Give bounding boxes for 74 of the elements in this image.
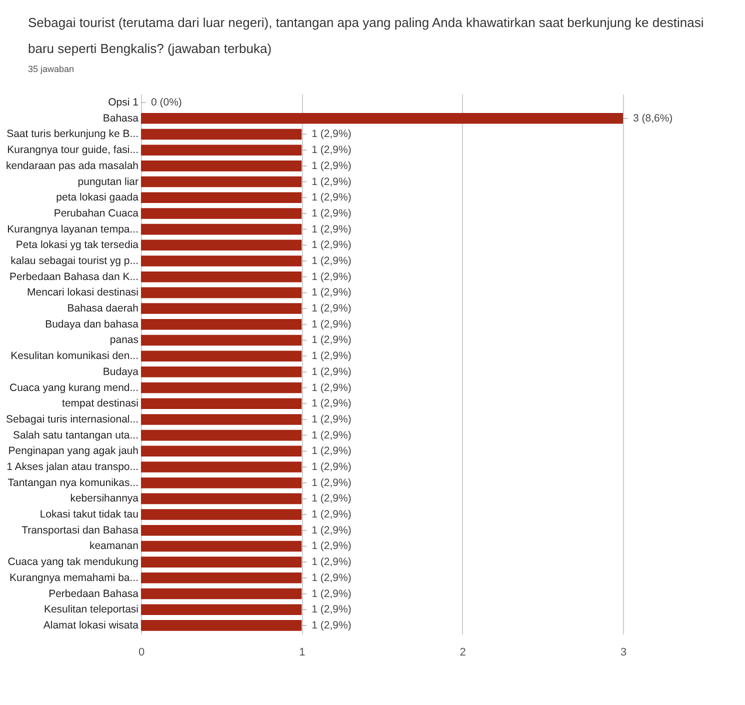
- data-label: 1 (2,9%): [312, 128, 352, 140]
- y-tick-label: keamanan: [89, 540, 139, 552]
- y-tick-label: Bahasa daerah: [67, 302, 139, 315]
- y-tick-label: Sebagai turis internasional...: [6, 413, 138, 426]
- x-tick-label: 1: [299, 646, 306, 658]
- y-tick-label: Perubahan Cuaca: [54, 207, 139, 220]
- x-tick-label: 0: [138, 646, 145, 658]
- y-tick-label: Cuaca yang tak mendukung: [8, 556, 139, 568]
- data-label: 1 (2,9%): [312, 556, 352, 568]
- data-label: 1 (2,9%): [312, 334, 352, 346]
- data-label: 1 (2,9%): [312, 318, 352, 330]
- y-tick-label: Cuaca yang kurang mend...: [10, 382, 138, 394]
- data-label: 1 (2,9%): [312, 604, 352, 616]
- data-label: 1 (2,9%): [312, 398, 352, 410]
- data-label: 3 (8,6%): [633, 112, 673, 124]
- data-label: 1 (2,9%): [312, 286, 352, 299]
- y-tick-label: tempat destinasi: [62, 398, 138, 410]
- data-label: 1 (2,9%): [312, 160, 352, 172]
- data-label: 1 (2,9%): [312, 445, 352, 458]
- y-tick-label: kebersihannya: [70, 492, 139, 505]
- data-label: 1 (2,9%): [312, 382, 352, 394]
- y-tick-label: Kesulitan teleportasi: [44, 604, 138, 616]
- y-tick-label: Tantangan nya komunikas...: [8, 476, 138, 489]
- data-label: 1 (2,9%): [312, 619, 352, 632]
- y-tick-label: Penginapan yang agak jauh: [8, 445, 139, 458]
- y-tick-label: Opsi 1: [108, 96, 139, 109]
- y-tick-label: Mencari lokasi destinasi: [27, 286, 138, 299]
- data-label: 0 (0%): [151, 96, 182, 109]
- y-tick-label: Transportasi dan Bahasa: [22, 524, 139, 536]
- data-label: 1 (2,9%): [312, 270, 352, 283]
- data-label: 1 (2,9%): [312, 476, 352, 489]
- y-tick-label: Saat turis berkunjung ke B...: [6, 128, 138, 140]
- y-tick-label: Budaya dan bahasa: [45, 318, 139, 330]
- y-tick-label: Kurangnya tour guide, fasi...: [7, 144, 138, 156]
- data-label: 1 (2,9%): [312, 413, 352, 426]
- data-label: 1 (2,9%): [312, 588, 352, 600]
- y-tick-label: Salah satu tantangan uta...: [12, 429, 138, 442]
- chart-title: Sebagai tourist (terutama dari luar negeri), tantangan apa yang paling Anda khawatirkan saat berkunjung ke destinasi baru seperti Bengkalis? (jawaban terbuka): [28, 14, 705, 58]
- data-label: 1 (2,9%): [312, 508, 352, 521]
- data-label: 1 (2,9%): [312, 350, 352, 362]
- y-tick-label: pungutan liar: [78, 176, 139, 188]
- y-tick-label: Kesulitan komunikasi den...: [10, 350, 138, 362]
- data-label: 1 (2,9%): [312, 239, 352, 252]
- y-tick-label: 1 Akses jalan atau transpo...: [6, 460, 138, 473]
- data-label: 1 (2,9%): [312, 302, 352, 315]
- data-label: 1 (2,9%): [312, 572, 352, 584]
- data-label: 1 (2,9%): [312, 429, 352, 442]
- y-tick-label: Budaya: [102, 366, 139, 378]
- y-tick-label: Kurangnya layanan tempa...: [7, 223, 138, 236]
- text: 35 jawaban: [28, 64, 76, 74]
- x-tick-label: 3: [620, 646, 627, 658]
- data-label: 1 (2,9%): [312, 366, 352, 378]
- data-label: 1 (2,9%): [312, 144, 352, 156]
- y-tick-label: peta lokasi gaada: [56, 192, 139, 204]
- x-tick-label: 2: [460, 646, 466, 658]
- y-tick-label: kendaraan pas ada masalah: [6, 160, 139, 172]
- data-label: 1 (2,9%): [312, 524, 352, 536]
- data-label: 1 (2,9%): [312, 176, 352, 188]
- data-label: 1 (2,9%): [312, 223, 352, 236]
- y-tick-label: Kurangnya memahami ba...: [10, 572, 138, 584]
- y-tick-label: Perbedaan Bahasa dan K...: [9, 270, 138, 283]
- y-tick-label: Perbedaan Bahasa: [48, 588, 139, 600]
- y-tick-label: Alamat lokasi wisata: [43, 619, 139, 632]
- data-label: 1 (2,9%): [312, 540, 352, 552]
- y-tick-label: Lokasi takut tidak tau: [40, 508, 139, 521]
- data-label: 1 (2,9%): [312, 460, 352, 473]
- data-label: 1 (2,9%): [312, 255, 352, 268]
- y-tick-label: Peta lokasi yg tak tersedia: [16, 239, 139, 252]
- data-label: 1 (2,9%): [312, 207, 352, 220]
- y-tick-label: kalau sebagai tourist yg p...: [10, 255, 138, 268]
- y-tick-label: panas: [110, 334, 138, 346]
- y-tick-label: Bahasa: [102, 112, 139, 124]
- data-label: 1 (2,9%): [312, 492, 352, 505]
- data-label: 1 (2,9%): [312, 192, 352, 204]
